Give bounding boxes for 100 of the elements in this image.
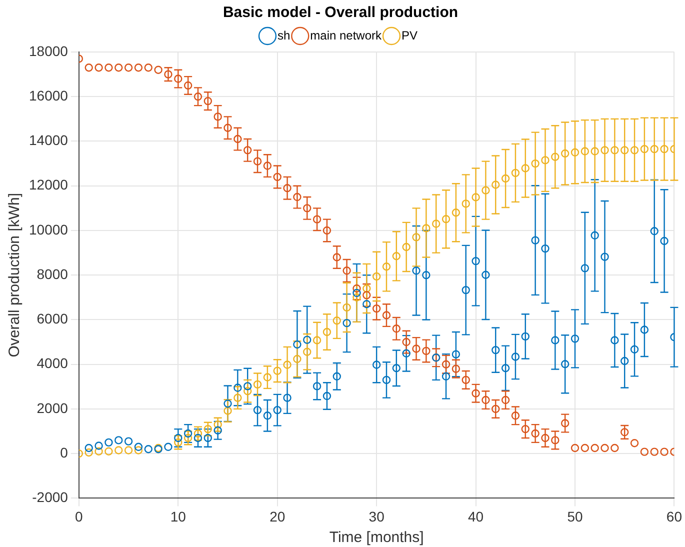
point: [362, 300, 371, 308]
point: [630, 345, 639, 354]
point: [482, 186, 490, 194]
point: [492, 346, 500, 354]
point: [660, 144, 668, 154]
point: [204, 424, 212, 434]
x-tick-label: 0: [75, 508, 84, 524]
y-tick-label: 6000: [36, 310, 68, 327]
point: [551, 336, 560, 344]
point: [560, 360, 570, 368]
point: [472, 193, 480, 202]
point: [610, 336, 619, 344]
y-tick-label: 14000: [28, 132, 68, 148]
y-tick-label: 0: [60, 444, 68, 460]
point: [243, 382, 252, 390]
point: [174, 438, 182, 447]
point: [462, 200, 470, 208]
point: [511, 168, 520, 178]
legend-label: PV: [402, 28, 418, 42]
y-axis-title: Overall production [kWh]: [6, 192, 24, 358]
x-tick-label: 40: [468, 508, 484, 524]
point: [521, 332, 530, 341]
point: [224, 406, 232, 415]
point: [412, 233, 420, 242]
point: [372, 360, 381, 369]
point: [283, 360, 292, 369]
point: [234, 384, 242, 392]
point: [511, 352, 520, 361]
point: [372, 272, 381, 281]
x-tick-label: 60: [666, 508, 682, 524]
point: [541, 244, 550, 253]
point: [303, 336, 312, 344]
point: [362, 284, 371, 293]
point: [620, 146, 629, 154]
point: [342, 303, 351, 312]
point: [382, 262, 391, 271]
point: [273, 366, 282, 375]
point: [392, 364, 401, 372]
point: [352, 288, 361, 298]
x-axis-title: Time [months]: [329, 529, 424, 546]
legend-label: main network: [310, 28, 383, 42]
point: [590, 147, 599, 156]
point: [521, 164, 530, 172]
point: [283, 394, 292, 402]
point: [620, 356, 629, 366]
point: [332, 316, 341, 325]
point: [234, 394, 242, 402]
point: [322, 328, 332, 336]
point: [452, 350, 460, 358]
point: [600, 252, 609, 261]
point: [164, 442, 172, 451]
point: [501, 364, 510, 372]
point: [482, 270, 490, 279]
point: [144, 445, 152, 454]
y-tick-label: -2000: [32, 489, 68, 506]
point: [214, 420, 222, 429]
point: [531, 236, 540, 244]
point: [432, 220, 440, 228]
point: [194, 434, 202, 442]
y-tick-label: 4000: [36, 355, 68, 372]
point: [322, 392, 332, 400]
point: [253, 380, 262, 389]
point: [610, 146, 619, 154]
point: [184, 429, 192, 438]
point: [570, 148, 580, 156]
chart-title: Basic model - Overall production: [222, 4, 458, 22]
point: [442, 372, 450, 380]
point: [253, 406, 262, 414]
point: [650, 227, 658, 236]
point: [273, 406, 282, 414]
point: [560, 149, 570, 158]
point: [114, 436, 123, 444]
point: [640, 326, 649, 334]
y-tick-label: 8000: [36, 266, 68, 282]
point: [312, 382, 322, 390]
y-tick-label: 12000: [28, 176, 68, 193]
point: [382, 376, 391, 384]
y-tick-label: 18000: [28, 42, 68, 59]
point: [134, 446, 143, 454]
point: [84, 448, 93, 457]
point: [650, 144, 658, 154]
point: [580, 264, 590, 272]
point: [352, 293, 361, 302]
point: [194, 429, 202, 438]
point: [94, 442, 103, 450]
point: [303, 348, 312, 356]
y-tick-label: 10000: [28, 221, 68, 238]
x-tick-label: 10: [170, 508, 186, 524]
point: [412, 266, 420, 275]
point: [293, 354, 302, 364]
point: [501, 174, 510, 183]
legend-label: sh: [277, 28, 290, 42]
point: [580, 147, 590, 156]
point: [243, 387, 252, 396]
point: [640, 144, 649, 154]
point: [104, 438, 113, 447]
point: [442, 215, 450, 224]
point: [402, 242, 410, 252]
point: [462, 286, 470, 294]
point: [224, 400, 232, 408]
